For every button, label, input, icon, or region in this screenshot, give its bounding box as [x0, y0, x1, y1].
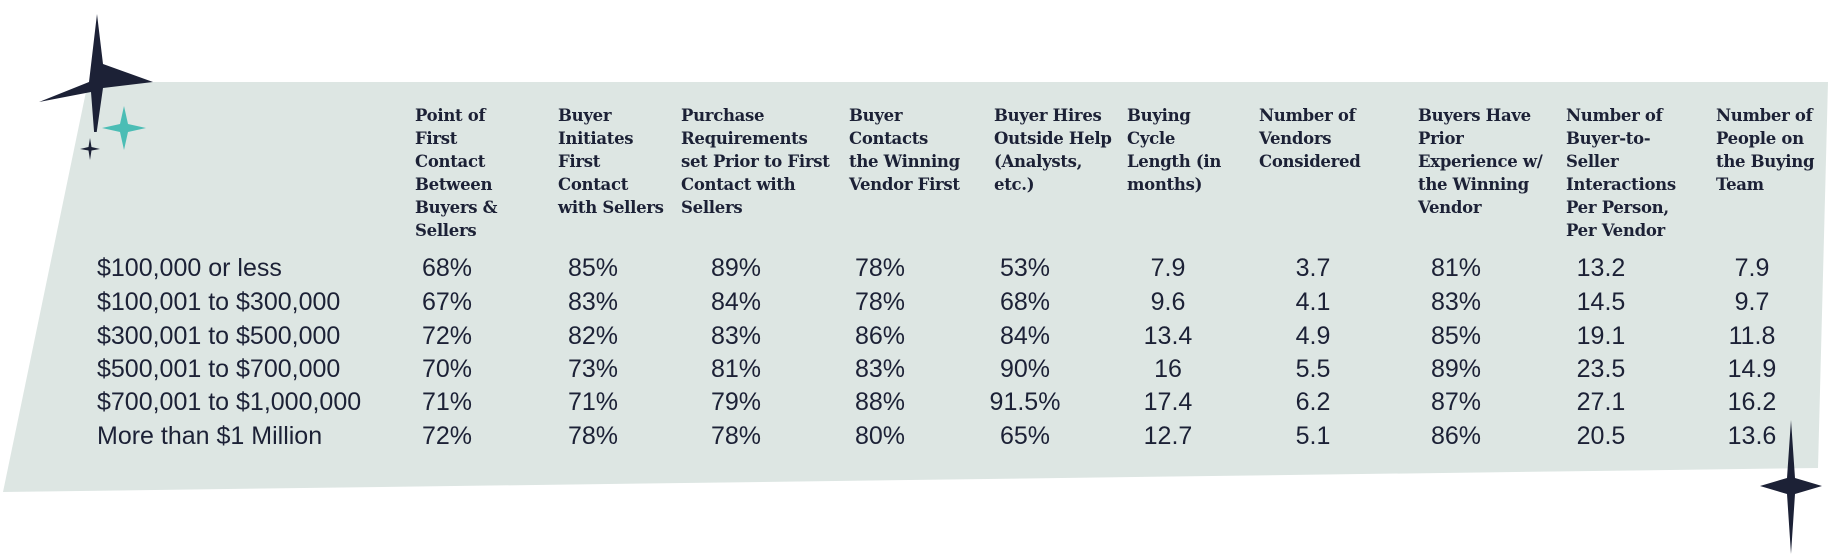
table-cell: 82% — [567, 322, 619, 350]
table-cell: 90% — [999, 355, 1051, 383]
table-cell: 84% — [710, 288, 762, 316]
table-cell: 9.6 — [1150, 288, 1186, 316]
table-cell: 83% — [710, 322, 762, 350]
table-cell: 20.5 — [1576, 422, 1626, 450]
table-cell: 14.5 — [1576, 288, 1626, 316]
table-cell: 17.4 — [1143, 388, 1193, 416]
table-cell: 13.4 — [1143, 322, 1193, 350]
row-label: $100,000 or less — [97, 254, 282, 282]
column-header: Number of Vendors Considered — [1259, 106, 1361, 171]
column-header: Buying Cycle Length (in months) — [1127, 106, 1222, 194]
table-cell: 83% — [567, 288, 619, 316]
table-cell: 79% — [710, 388, 762, 416]
table-cell: 14.9 — [1727, 355, 1777, 383]
table-cell: 3.7 — [1295, 254, 1331, 282]
table-cell: 84% — [999, 322, 1051, 350]
row-label: $300,001 to $500,000 — [97, 322, 341, 350]
table-cell: 78% — [567, 422, 619, 450]
table-cell: 5.5 — [1295, 355, 1331, 383]
table-cell: 9.7 — [1734, 288, 1770, 316]
row-label: $500,001 to $700,000 — [97, 355, 341, 383]
column-header: Number of People on the Buying Team — [1716, 106, 1815, 194]
table-cell: 16 — [1154, 355, 1182, 383]
table-cell: 13.2 — [1576, 254, 1626, 282]
table-cell: 71% — [567, 388, 619, 416]
table-cell: 78% — [854, 288, 906, 316]
table-cell: 88% — [854, 388, 906, 416]
column-header: Buyer Hires Outside Help (Analysts, etc.… — [994, 106, 1112, 194]
table-cell: 72% — [421, 422, 473, 450]
table-cell: 12.7 — [1143, 422, 1193, 450]
row-label: $100,001 to $300,000 — [97, 288, 341, 316]
table-cell: 83% — [854, 355, 906, 383]
table-cell: 72% — [421, 322, 473, 350]
table-cell: 27.1 — [1576, 388, 1626, 416]
column-header: Buyer Contacts the Winning Vendor First — [849, 106, 960, 194]
table-cell: 16.2 — [1727, 388, 1777, 416]
column-header: Point of First Contact Between Buyers & … — [415, 106, 498, 240]
table-cell: 89% — [1430, 355, 1482, 383]
table-cell: 78% — [710, 422, 762, 450]
table-cell: 71% — [421, 388, 473, 416]
column-header: Buyer Initiates First Contact with Selle… — [558, 106, 664, 217]
table-cell: 85% — [1430, 322, 1482, 350]
table-cell: 6.2 — [1295, 388, 1331, 416]
table-cell: 68% — [421, 254, 473, 282]
sparkle-star-icon — [39, 14, 153, 132]
table-cell: 83% — [1430, 288, 1482, 316]
table-cell: 65% — [999, 422, 1051, 450]
table-cell: 81% — [1430, 254, 1482, 282]
table-cell: 78% — [854, 254, 906, 282]
table-cell: 86% — [854, 322, 906, 350]
small-sparkle-icon — [80, 138, 100, 160]
table-cell: 4.1 — [1295, 288, 1331, 316]
table-cell: 73% — [567, 355, 619, 383]
table-cell: 80% — [854, 422, 906, 450]
table-cell: 68% — [999, 288, 1051, 316]
table-cell: 87% — [1430, 388, 1482, 416]
table-cell: 13.6 — [1727, 422, 1777, 450]
table-cell: 4.9 — [1295, 322, 1331, 350]
table-cell: 7.9 — [1150, 254, 1186, 282]
table-cell: 81% — [710, 355, 762, 383]
column-header: Purchase Requirements set Prior to First… — [681, 106, 830, 217]
table-cell: 53% — [999, 254, 1051, 282]
table-cell: 19.1 — [1576, 322, 1626, 350]
teal-sparkle-icon — [102, 106, 146, 150]
table-cell: 91.5% — [989, 388, 1061, 416]
column-header: Buyers Have Prior Experience w/ the Winn… — [1418, 106, 1543, 217]
row-label: More than $1 Million — [97, 422, 323, 450]
table-cell: 23.5 — [1576, 355, 1626, 383]
table-cell: 67% — [421, 288, 473, 316]
column-header: Number of Buyer-to-Seller Interactions P… — [1566, 106, 1676, 240]
table-cell: 70% — [421, 355, 473, 383]
table-cell: 11.8 — [1728, 322, 1776, 350]
table-cell: 5.1 — [1295, 422, 1331, 450]
table-cell: 85% — [567, 254, 619, 282]
row-label: $700,001 to $1,000,000 — [97, 388, 362, 416]
table-cell: 86% — [1430, 422, 1482, 450]
table-cell: 7.9 — [1734, 254, 1770, 282]
sparkle-star-icon — [1760, 420, 1822, 554]
table-cell: 89% — [710, 254, 762, 282]
